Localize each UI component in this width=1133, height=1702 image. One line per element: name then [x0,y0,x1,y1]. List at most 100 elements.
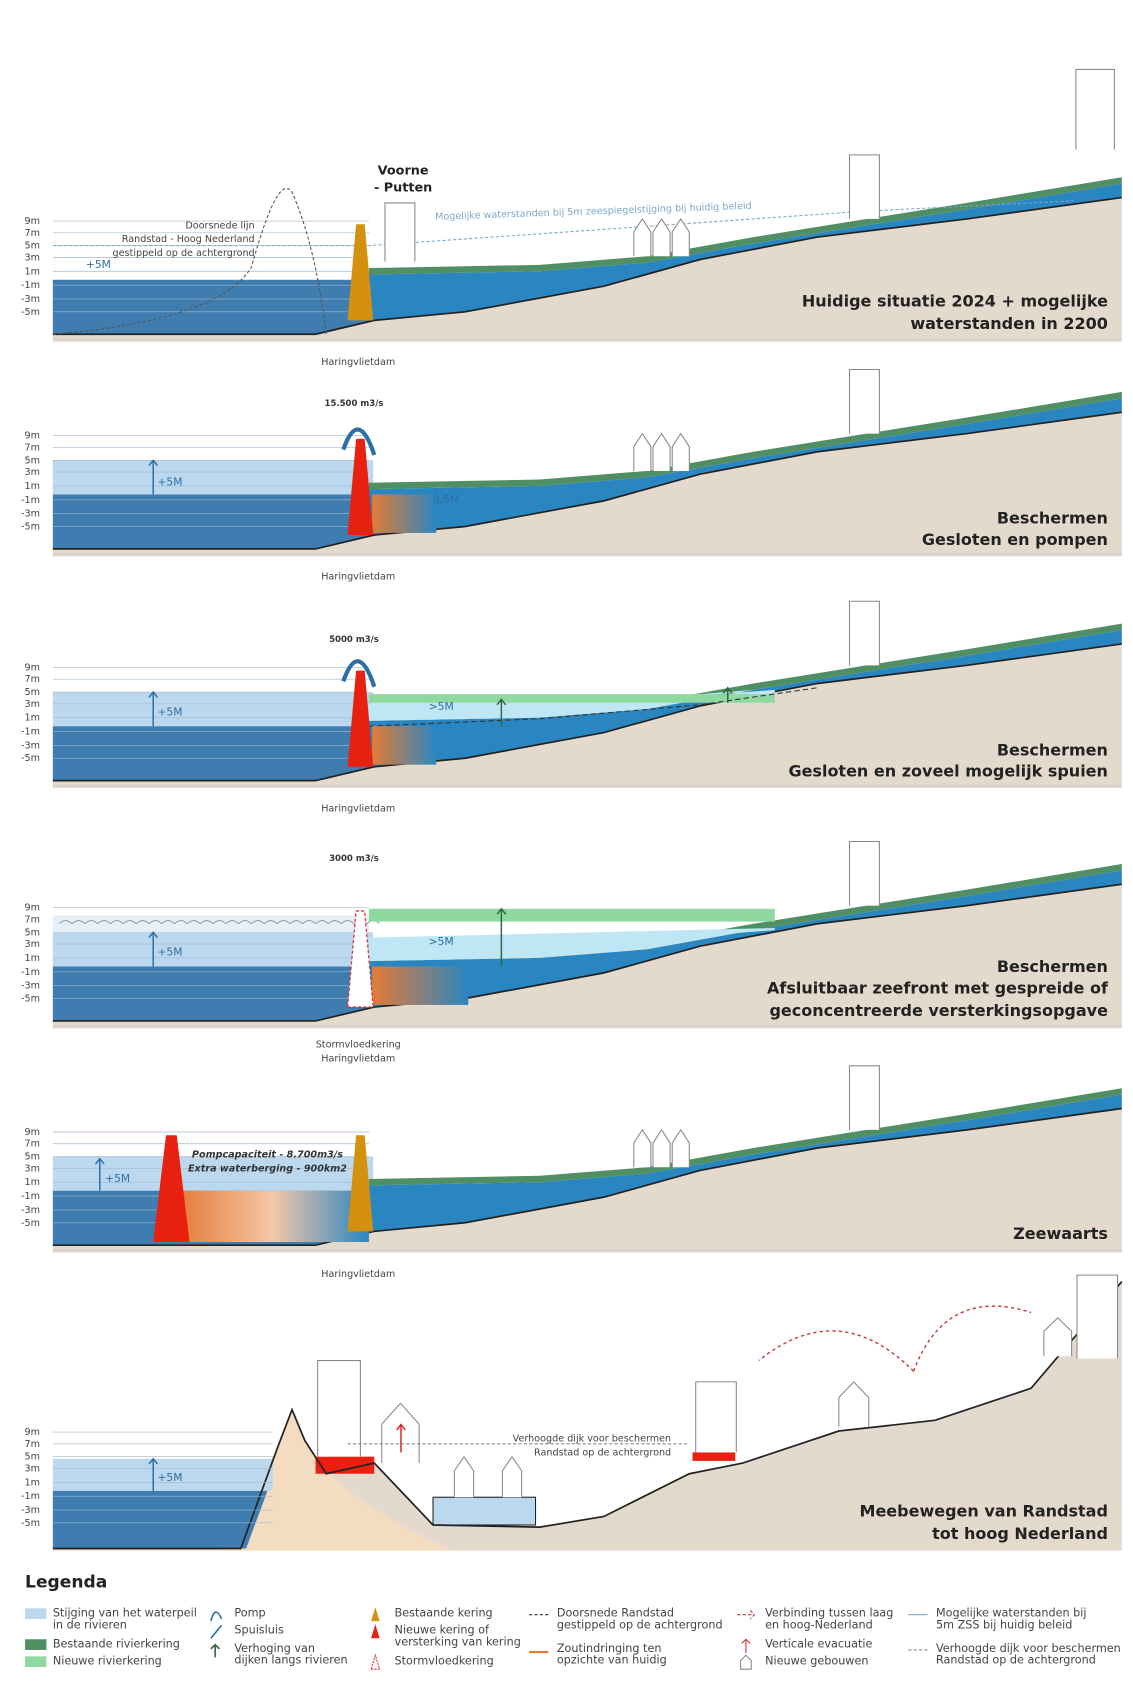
tower [848,1065,880,1130]
new-dike [368,908,775,922]
legend-icon [25,1639,47,1650]
new-dam [153,1135,190,1242]
depth-label: -5m [21,1518,40,1529]
land [52,197,1122,342]
house [671,217,690,257]
sea-rise [52,1458,273,1491]
legend-icon [370,1653,381,1670]
depth-label: -1m [21,280,40,291]
legend-label: Stijging van het waterpeil [53,1607,197,1620]
depth-label: -3m [21,294,40,305]
annotation: gestippeld op de achtergrond [113,248,255,259]
depth-label: 9m [25,1427,40,1438]
depth-label: 7m [25,914,40,925]
depth-label: 5m [25,687,40,698]
legend-icon [737,1610,756,1620]
dam [346,910,374,1008]
house [453,1455,475,1498]
wave-band [52,915,369,933]
ground-line [52,883,1122,1022]
arrow-head [94,1157,105,1165]
depth-label: 5m [25,927,40,938]
tower [317,1360,361,1457]
annotation: Voorne [378,163,429,178]
sea [52,726,375,781]
depth-label: -3m [21,1505,40,1516]
dam [347,438,374,536]
depth-label: -3m [21,509,40,520]
dam-label: Stormvloedkering [316,1039,401,1050]
legend-icon [210,1643,220,1658]
house [652,217,671,257]
house [652,1128,671,1168]
panel-title: geconcentreerde versterkingsopgave [769,1001,1108,1020]
arrow-head [148,1457,159,1465]
annotation: Doorsnede lijn [185,220,254,231]
ground-line [52,196,1122,336]
mountain [219,1409,455,1551]
river [368,630,1122,767]
annotation: +5M [86,258,111,271]
annotation: >5M [429,935,454,948]
legend-label: Verhoging van [234,1642,315,1655]
annotation: Randstad op de achtergrond [534,1447,671,1458]
arrow-head [496,698,507,706]
red-zone [315,1456,375,1474]
legend-label: Mogelijke waterstanden bij [936,1607,1087,1620]
house [633,1128,652,1168]
panel-title: Gesloten en zoveel mogelijk spuien [788,762,1107,781]
legend-label: Bestaande kering [395,1607,493,1620]
legend-label: opzichte van huidig [557,1654,667,1667]
river [368,1094,1122,1232]
annotation: Mogelijke waterstanden bij 5m zeespiegel… [435,201,752,223]
depth-label: -1m [21,495,40,506]
salt-intrusion [372,494,437,533]
annotation: 15.500 m3/s [325,399,384,409]
legend-label: dijken langs rivieren [234,1654,347,1667]
land [52,884,1122,1029]
annotation: +5M [157,476,182,489]
depth-label: 9m [25,216,40,227]
depth-label: -5m [21,521,40,532]
river [368,398,1122,536]
dam [347,670,374,767]
depth-label: 1m [25,953,40,964]
connection [758,1305,1032,1372]
legend-icon [740,1654,752,1670]
legend-label: Zoutindringing ten [557,1642,662,1655]
legend-label: Pomp [234,1607,265,1620]
depth-label: -1m [21,1491,40,1502]
legend-icon [371,1624,380,1639]
arrow-head [722,686,733,694]
dam-label: Haringvlietdam [321,803,395,814]
dam [347,224,374,321]
legend-label: 5m ZSS bij huidig beleid [936,1618,1072,1631]
panel-title: Beschermen [997,509,1108,528]
legend-label: Stormvloedkering [395,1655,494,1668]
dunes-outline [52,187,327,335]
panel-title: Meebewegen van Randstad [860,1502,1108,1521]
legend-icon [210,1611,223,1622]
river [368,870,1122,1008]
legend-label: versterking van kering [395,1635,521,1648]
depth-label: 3m [25,1163,40,1174]
legend-label: in de rivieren [53,1618,127,1631]
depth-label: -5m [21,753,40,764]
depth-label: 5m [25,1452,40,1463]
ground-line [52,643,1122,782]
legend-label: Verhoogde dijk voor beschermen [936,1642,1121,1655]
dam [347,1135,374,1232]
ground-line [52,1280,1123,1550]
legend-label: Doorsnede Randstad [557,1607,674,1620]
sea [52,966,375,1021]
house [652,432,671,471]
annotation: Extra waterberging - 900km2 [188,1163,347,1174]
dam-label: Haringvlietdam [321,572,395,583]
new-dike [368,694,775,703]
depth-label: 3m [25,939,40,950]
panel-title: Beschermen [997,957,1108,976]
house [1043,1317,1073,1357]
